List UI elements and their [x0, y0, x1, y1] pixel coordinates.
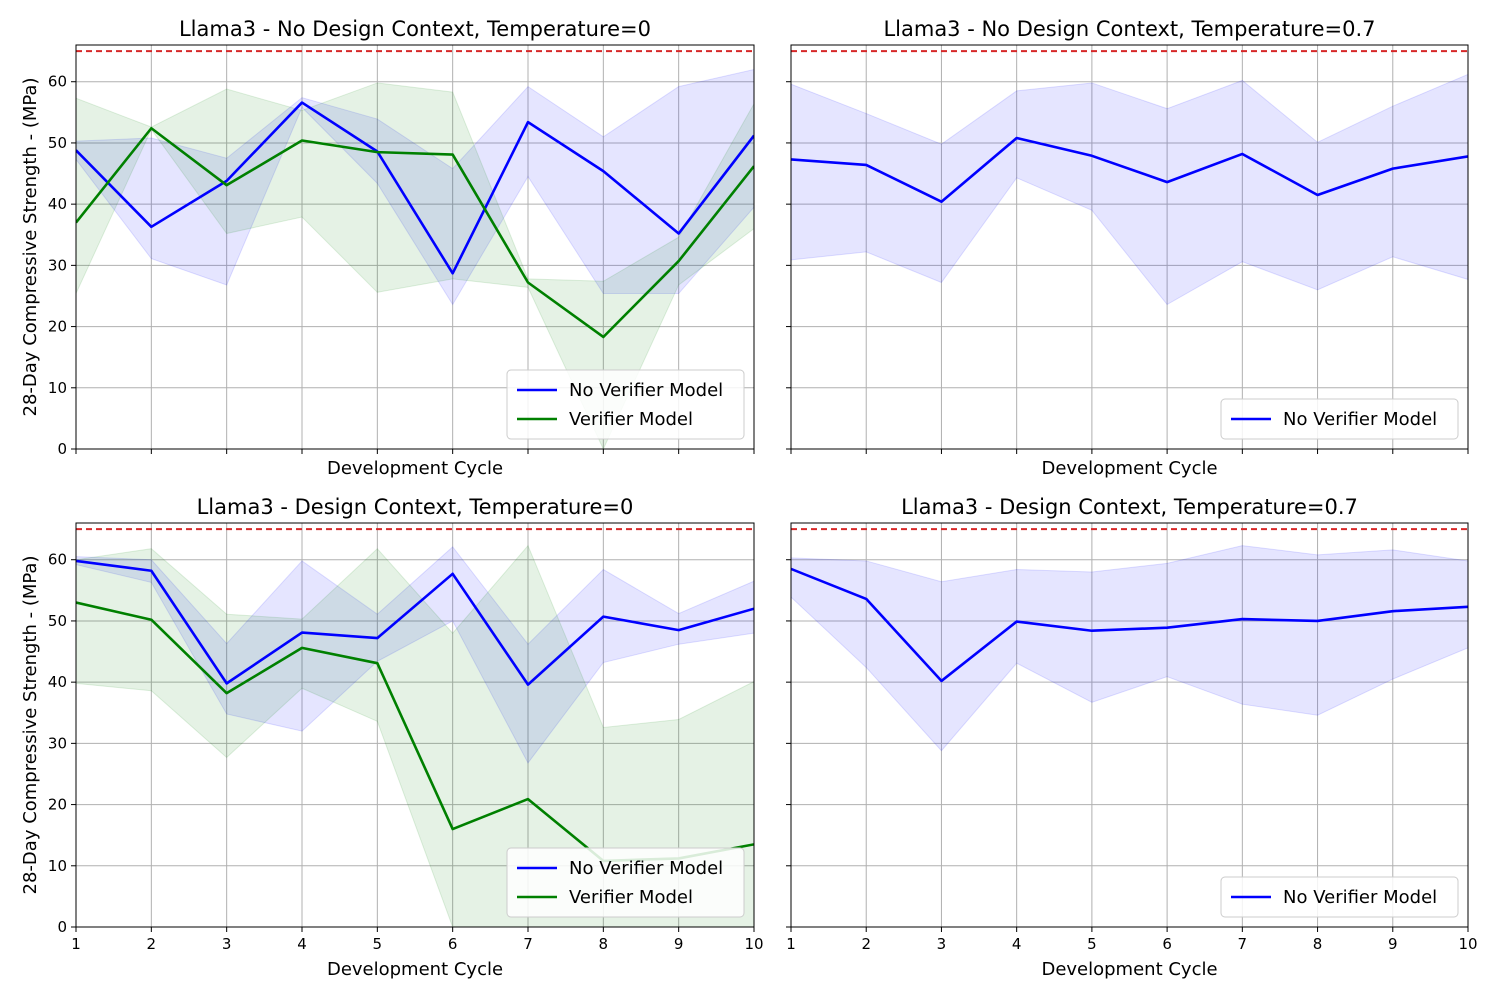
- axes-frame: [790, 522, 1469, 928]
- y-axis-label: 28-Day Compressive Strength - (MPa): [20, 556, 41, 895]
- x-tick-label: 6: [1162, 935, 1172, 953]
- y-tick-label: 0: [57, 918, 67, 936]
- y-tick-label: 30: [48, 734, 67, 752]
- x-tick-label: 2: [147, 935, 157, 953]
- x-tick-label: 6: [448, 935, 458, 953]
- chart-title: Llama3 - No Design Context, Temperature=…: [883, 17, 1375, 41]
- confidence-band-2: [76, 544, 754, 927]
- legend-label: No Verifier Model: [569, 380, 723, 401]
- ticks: 1 2 3 4 5 6 7 8 9 10: [786, 559, 1478, 953]
- legend: No Verifier Model: [1220, 876, 1459, 918]
- legend-label: Verifier Model: [569, 887, 693, 908]
- axes-frame: [790, 44, 1469, 450]
- chart-title: Llama3 - No Design Context, Temperature=…: [179, 17, 651, 41]
- y-tick-label: 20: [48, 796, 67, 814]
- legend: No Verifier Model Verifier Model: [506, 369, 745, 440]
- confidence-band-1: [76, 546, 754, 764]
- y-axis-label: 28-Day Compressive Strength - (MPa): [20, 78, 41, 417]
- x-tick-label: 5: [373, 935, 383, 953]
- x-tick-label: 4: [1012, 935, 1022, 953]
- series-line-1: [76, 101, 754, 275]
- axes-frame: [75, 44, 755, 450]
- x-tick-label: 3: [222, 935, 232, 953]
- x-tick-label: 4: [297, 935, 307, 953]
- x-tick-label: 7: [523, 935, 533, 953]
- legend-box: [1220, 876, 1459, 918]
- legend-box: [1220, 398, 1459, 440]
- x-tick-label: 9: [674, 935, 684, 953]
- x-tick-label: 8: [599, 935, 609, 953]
- x-axis-label: Development Cycle: [327, 959, 503, 980]
- x-tick-label: 10: [744, 935, 763, 953]
- confidence-band-1: [791, 545, 1468, 752]
- chart-panel-2: Llama3 - No Design Context, Temperature=…: [786, 17, 1469, 479]
- y-tick-label: 10: [48, 379, 67, 397]
- x-tick-label: 9: [1388, 935, 1398, 953]
- grid: [790, 45, 1469, 450]
- y-tick-label: 50: [48, 612, 67, 630]
- ticks: [786, 81, 1469, 454]
- chart-title: Llama3 - Design Context, Temperature=0.7: [901, 495, 1358, 519]
- x-axis-label: Development Cycle: [1041, 959, 1217, 980]
- plot-area: [791, 50, 1468, 306]
- series-line-2: [76, 126, 754, 339]
- series-line-1: [791, 136, 1468, 203]
- confidence-band-1: [791, 73, 1468, 306]
- legend-label: Verifier Model: [569, 409, 693, 430]
- x-axis-label: Development Cycle: [327, 458, 503, 479]
- x-tick-label: 3: [937, 935, 947, 953]
- x-tick-label: 1: [786, 935, 796, 953]
- y-tick-label: 60: [48, 551, 67, 569]
- legend-box: [506, 369, 745, 440]
- y-tick-label: 30: [48, 256, 67, 274]
- ticks: 1 2 3 4 5 6 7 8 9 10 0 10 20 30 40 50 60: [48, 551, 764, 953]
- y-tick-label: 20: [48, 318, 67, 336]
- chart-title: Llama3 - Design Context, Temperature=0: [197, 495, 634, 519]
- x-tick-label: 8: [1313, 935, 1323, 953]
- plot-area: [791, 528, 1468, 752]
- chart-panel-4: 1 2 3 4 5 6 7 8 9 10 Llama3 - Design Context, Temp…: [786, 495, 1478, 980]
- legend: No Verifier Model: [1220, 398, 1459, 440]
- chart-panel-3: 1 2 3 4 5 6 7 8 9 10 0 10 20 30 40 50 60 Llama3 - Design …: [20, 495, 764, 980]
- x-tick-label: 7: [1238, 935, 1248, 953]
- x-tick-label: 5: [1087, 935, 1097, 953]
- legend-label: No Verifier Model: [1283, 887, 1437, 908]
- y-tick-label: 40: [48, 195, 67, 213]
- axes-frame: [75, 522, 755, 928]
- legend-label: No Verifier Model: [1283, 409, 1437, 430]
- plot-area: [76, 50, 754, 449]
- legend-box: [506, 847, 745, 918]
- x-axis-label: Development Cycle: [1041, 458, 1217, 479]
- y-tick-label: 40: [48, 673, 67, 691]
- y-tick-label: 50: [48, 134, 67, 152]
- legend: No Verifier Model Verifier Model: [506, 847, 745, 918]
- confidence-band-1: [76, 68, 754, 306]
- y-tick-label: 0: [57, 440, 67, 458]
- x-tick-label: 1: [71, 935, 81, 953]
- y-tick-label: 10: [48, 857, 67, 875]
- legend-label: No Verifier Model: [569, 858, 723, 879]
- y-tick-label: 60: [48, 73, 67, 91]
- x-tick-label: 10: [1458, 935, 1477, 953]
- series-line-1: [76, 559, 754, 686]
- chart-panel-1: 0 10 20 30 40 50 60 Llama3 - No Design Context,…: [20, 17, 755, 479]
- ticks: 0 10 20 30 40 50 60: [48, 73, 755, 458]
- x-tick-label: 2: [861, 935, 871, 953]
- series-line-1: [791, 567, 1468, 683]
